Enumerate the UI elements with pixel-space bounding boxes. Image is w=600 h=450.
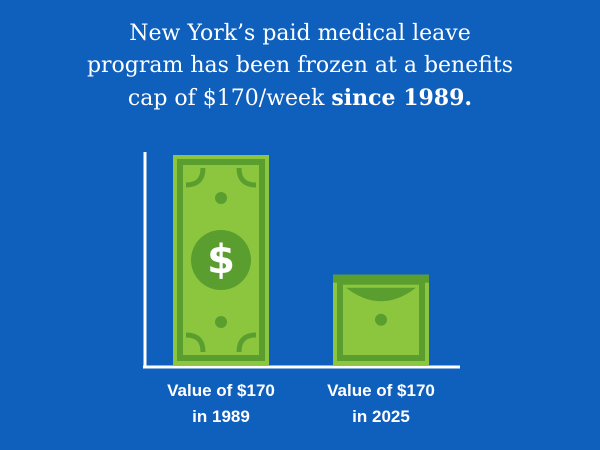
x-tick-label-1989: Value of $170 in 1989 (141, 378, 301, 430)
x-tick-label-2025: Value of $170 in 2025 (301, 378, 461, 430)
dollar-medallion-icon (191, 230, 251, 290)
x-tick-label-1989-line2: in 1989 (192, 407, 250, 426)
bar-2025 (333, 274, 429, 365)
x-tick-label-2025-line1: Value of $170 (327, 381, 435, 400)
x-tick-label-2025-line2: in 2025 (352, 407, 410, 426)
title-line-3: cap of $170/week since 1989. (40, 82, 560, 115)
dollar-medallion-icon (346, 287, 416, 302)
dollar-sign-icon: $ (207, 237, 235, 283)
title-line-3-bold: since 1989. (331, 85, 473, 111)
chart-title: New York’s paid medical leave program ha… (40, 18, 560, 115)
bar-1989: $ (173, 155, 269, 365)
title-line-2: program has been frozen at a benefits (86, 53, 514, 78)
title-line-3-plain: cap of $170/week (127, 86, 332, 111)
x-tick-label-1989-line1: Value of $170 (167, 381, 275, 400)
title-line-1: New York’s paid medical leave (129, 21, 471, 46)
